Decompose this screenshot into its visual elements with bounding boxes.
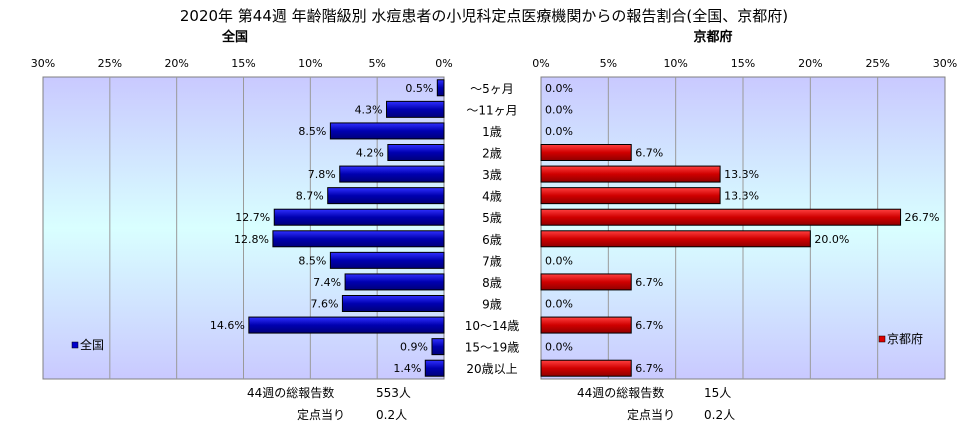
bar-0-9 [344,273,445,291]
tick-label-1-6: 30% [933,57,957,70]
category-label-1: ～11ヶ月 [466,103,517,117]
category-label-7: 6歳 [482,233,502,247]
bar-0-11 [248,316,445,334]
bar-0-0 [436,79,445,97]
panel-title-0: 全国 [221,29,248,45]
data-label-0-2: 8.5% [298,125,326,138]
tick-label-1-0: 0% [532,57,549,70]
bar-1-6 [540,208,902,226]
bar-1-13 [540,359,632,377]
footer-value-1-0: 15人 [704,386,731,400]
bar-1-9 [540,273,632,291]
footer-label-1-0: 44週の総報告数 [577,385,664,400]
data-label-1-6: 26.7% [905,211,940,224]
tick-label-0-2: 10% [298,57,322,70]
footer-label-1-1: 定点当り [627,407,675,422]
data-label-1-5: 13.3% [724,190,759,203]
data-label-0-7: 12.8% [234,233,269,246]
panel-title-1: 京都府 [693,29,732,45]
bar-0-3 [387,144,445,161]
legend-swatch-0 [71,341,79,349]
category-label-9: 8歳 [482,276,502,290]
data-label-1-3: 6.7% [635,147,663,160]
tick-label-0-4: 20% [164,57,188,70]
bar-0-6 [273,208,445,226]
data-label-1-9: 6.7% [635,276,663,289]
category-label-5: 4歳 [482,190,502,204]
bar-1-7 [540,230,811,248]
footer-label-0-0: 44週の総報告数 [247,385,334,400]
footer-value-0-0: 553人 [376,386,411,400]
tick-label-0-3: 15% [231,57,255,70]
data-label-1-11: 6.7% [635,319,663,332]
tick-label-1-2: 10% [663,57,687,70]
data-label-1-0: 0.0% [545,82,573,95]
tick-label-1-5: 25% [865,57,889,70]
category-label-4: 3歳 [482,168,502,182]
category-label-13: 20歳以上 [466,362,517,376]
data-label-0-10: 7.6% [310,298,338,311]
data-label-1-12: 0.0% [545,341,573,354]
footer-label-0-1: 定点当り [297,407,345,422]
data-label-0-3: 4.2% [356,147,384,160]
category-label-10: 9歳 [482,298,502,312]
tick-label-1-1: 5% [600,57,617,70]
bar-1-11 [540,316,632,334]
chart-title: 2020年 第44週 年齢階級別 水痘患者の小児科定点医療機関からの報告割合(全… [180,7,788,25]
data-label-0-5: 8.7% [296,190,324,203]
bar-0-4 [339,165,445,183]
footer-value-0-1: 0.2人 [376,408,407,422]
bar-0-8 [329,251,445,269]
bar-0-10 [341,295,445,312]
bar-0-2 [329,122,445,140]
data-label-0-1: 4.3% [355,103,383,116]
tick-label-1-3: 15% [731,57,755,70]
data-label-1-13: 6.7% [635,362,663,375]
bar-0-12 [431,338,445,356]
category-labels: ～5ヶ月 ～11ヶ月 1歳 2歳 3歳 4歳 5歳 6歳 7歳 8歳 9歳 10～14歳 15～19歳 2… [465,82,520,376]
category-label-0: ～5ヶ月 [470,82,514,96]
tick-label-0-1: 5% [368,57,385,70]
bar-0-13 [424,359,445,377]
data-label-0-11: 14.6% [210,319,245,332]
data-label-0-13: 1.4% [393,362,421,375]
legend-label-1: 京都府 [887,331,923,346]
data-label-1-2: 0.0% [545,125,573,138]
data-label-0-9: 7.4% [313,276,341,289]
category-label-11: 10～14歳 [465,319,520,333]
data-label-0-8: 8.5% [298,254,326,267]
tick-label-0-0: 0% [435,57,452,70]
footer-value-1-1: 0.2人 [704,408,735,422]
tick-label-0-6: 30% [31,57,55,70]
category-label-12: 15～19歳 [465,341,520,355]
category-label-3: 2歳 [482,147,502,161]
bar-0-7 [272,230,445,248]
data-label-1-4: 13.3% [724,168,759,181]
legend-swatch-1 [878,335,886,343]
data-label-1-8: 0.0% [545,254,573,267]
tick-label-0-5: 25% [98,57,122,70]
right-chart-kyoto: 京都府 0% 5% 10% 15% 20% 25% 30% 0.0% 0.0% 0.0% 6.7% 13… [532,29,957,422]
data-label-0-4: 7.8% [308,168,336,181]
bar-1-4 [540,165,721,183]
data-label-0-0: 0.5% [405,82,433,95]
category-label-6: 5歳 [482,211,502,225]
legend-label-0: 全国 [80,337,104,352]
bar-0-5 [327,187,445,205]
data-label-1-7: 20.0% [814,233,849,246]
data-label-1-1: 0.0% [545,103,573,116]
data-label-1-10: 0.0% [545,298,573,311]
bar-1-3 [540,144,632,161]
category-label-8: 7歳 [482,254,502,268]
bar-0-1 [386,100,445,118]
category-label-2: 1歳 [482,125,502,139]
bar-1-5 [540,187,721,205]
tick-label-1-4: 20% [798,57,822,70]
data-label-0-6: 12.7% [235,211,270,224]
left-chart-national: 全国 0% 5% 10% 15% 20% 25% 30% 0.5% 4.3% 8.5% 4.2% 7.8… [31,29,453,422]
data-label-0-12: 0.9% [400,341,428,354]
